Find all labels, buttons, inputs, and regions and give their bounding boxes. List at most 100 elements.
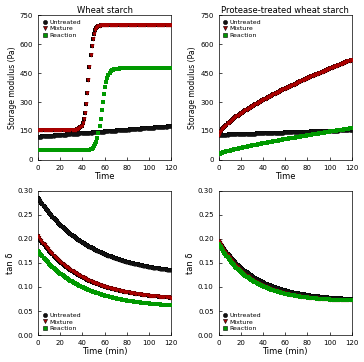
Point: [159, 124, 165, 130]
Reaction: [241, 272, 247, 278]
Point: [95, 23, 101, 29]
Point: [163, 22, 169, 28]
Untreated: [245, 270, 250, 276]
Point: [141, 22, 147, 28]
Reaction: [268, 287, 274, 292]
Mixture: [275, 89, 281, 95]
Reaction: [36, 249, 42, 255]
Mixture: [219, 244, 225, 250]
Point: [43, 127, 49, 133]
Point: [102, 251, 108, 257]
Point: [137, 22, 143, 28]
Mixture: [123, 22, 129, 28]
Mixture: [332, 297, 338, 303]
Point: [227, 148, 233, 153]
Point: [54, 132, 60, 138]
Point: [282, 130, 288, 135]
Point: [114, 295, 119, 301]
Point: [249, 103, 255, 109]
Reaction: [90, 145, 96, 151]
Point: [140, 300, 146, 306]
Mixture: [262, 283, 268, 289]
Point: [235, 131, 241, 137]
Point: [322, 68, 328, 73]
Mixture: [256, 100, 262, 105]
Point: [154, 66, 159, 71]
Point: [237, 145, 243, 151]
Point: [258, 278, 264, 284]
Untreated: [273, 130, 278, 136]
Point: [144, 125, 150, 131]
Point: [296, 293, 302, 299]
Point: [74, 131, 80, 136]
Reaction: [235, 146, 241, 152]
Point: [337, 127, 343, 133]
Point: [275, 138, 281, 143]
Mixture: [150, 22, 156, 28]
Point: [321, 68, 327, 74]
Mixture: [137, 22, 143, 28]
Point: [331, 64, 337, 70]
Untreated: [248, 273, 254, 278]
Point: [164, 294, 170, 300]
Point: [68, 232, 74, 237]
Point: [106, 22, 111, 28]
Point: [260, 130, 266, 136]
Point: [74, 127, 80, 132]
Point: [59, 127, 64, 133]
Untreated: [330, 128, 336, 134]
Point: [45, 133, 51, 139]
Untreated: [344, 127, 350, 133]
Point: [262, 96, 268, 102]
Point: [121, 66, 127, 71]
Point: [47, 211, 53, 217]
Point: [215, 151, 221, 157]
Reaction: [276, 289, 282, 295]
Point: [308, 295, 313, 301]
Reaction: [303, 133, 309, 139]
Point: [284, 136, 290, 142]
Point: [94, 290, 100, 296]
Point: [149, 301, 155, 307]
Point: [161, 22, 166, 28]
Point: [264, 130, 270, 136]
Point: [321, 296, 327, 302]
Point: [281, 290, 286, 296]
Point: [250, 142, 256, 148]
Point: [226, 148, 232, 154]
Point: [89, 43, 95, 49]
Point: [60, 147, 66, 153]
Mixture: [107, 285, 112, 291]
Point: [100, 22, 106, 28]
Point: [318, 128, 324, 134]
Untreated: [164, 267, 170, 273]
Mixture: [274, 288, 280, 294]
Point: [35, 127, 41, 133]
Mixture: [108, 22, 114, 28]
Untreated: [322, 128, 328, 134]
Mixture: [263, 284, 269, 290]
Untreated: [41, 203, 47, 209]
Point: [70, 127, 76, 133]
Mixture: [154, 294, 159, 299]
Point: [240, 109, 246, 115]
Point: [90, 130, 96, 135]
Point: [35, 233, 41, 239]
Untreated: [62, 226, 68, 232]
Untreated: [110, 254, 116, 260]
Point: [317, 296, 323, 302]
Reaction: [222, 251, 228, 257]
Point: [301, 129, 306, 135]
Mixture: [309, 73, 314, 79]
Point: [215, 241, 221, 247]
Untreated: [268, 130, 274, 136]
Point: [335, 128, 341, 134]
Untreated: [334, 128, 340, 134]
Point: [83, 101, 89, 107]
Mixture: [325, 66, 331, 72]
Point: [138, 300, 144, 306]
Untreated: [101, 129, 107, 134]
Mixture: [134, 22, 139, 28]
Point: [238, 269, 244, 275]
Mixture: [72, 127, 78, 133]
